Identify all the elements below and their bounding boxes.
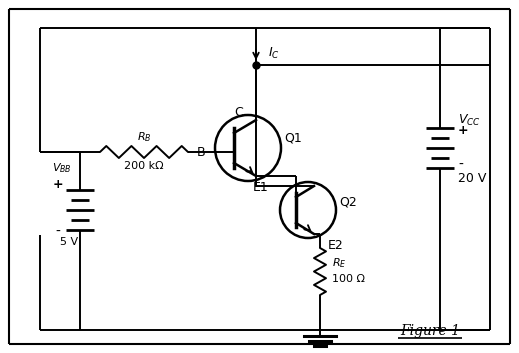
Text: B: B	[196, 145, 205, 158]
Text: E1: E1	[253, 181, 269, 194]
Text: 100 Ω: 100 Ω	[332, 275, 365, 285]
Text: +: +	[458, 125, 469, 138]
Text: $V_{\mathregular{BB}}$: $V_{\mathregular{BB}}$	[52, 161, 72, 175]
Text: $R_{\mathregular{B}}$: $R_{\mathregular{B}}$	[136, 130, 151, 144]
Text: $I_C$: $I_C$	[268, 46, 280, 61]
Text: Q1: Q1	[284, 132, 302, 144]
Text: -: -	[56, 225, 60, 239]
Text: Figure 1: Figure 1	[400, 324, 460, 338]
Text: Q2: Q2	[339, 196, 357, 209]
Text: C: C	[234, 106, 243, 119]
Text: E2: E2	[328, 239, 344, 252]
Text: $V_{\mathregular{CC}}$: $V_{\mathregular{CC}}$	[458, 113, 481, 127]
Text: +: +	[53, 179, 63, 191]
Text: 5 V: 5 V	[60, 237, 78, 247]
Text: $R_{\mathregular{E}}$: $R_{\mathregular{E}}$	[332, 257, 347, 270]
Text: -: -	[458, 158, 463, 172]
Text: 200 kΩ: 200 kΩ	[124, 161, 164, 171]
Text: 20 V: 20 V	[458, 172, 486, 185]
